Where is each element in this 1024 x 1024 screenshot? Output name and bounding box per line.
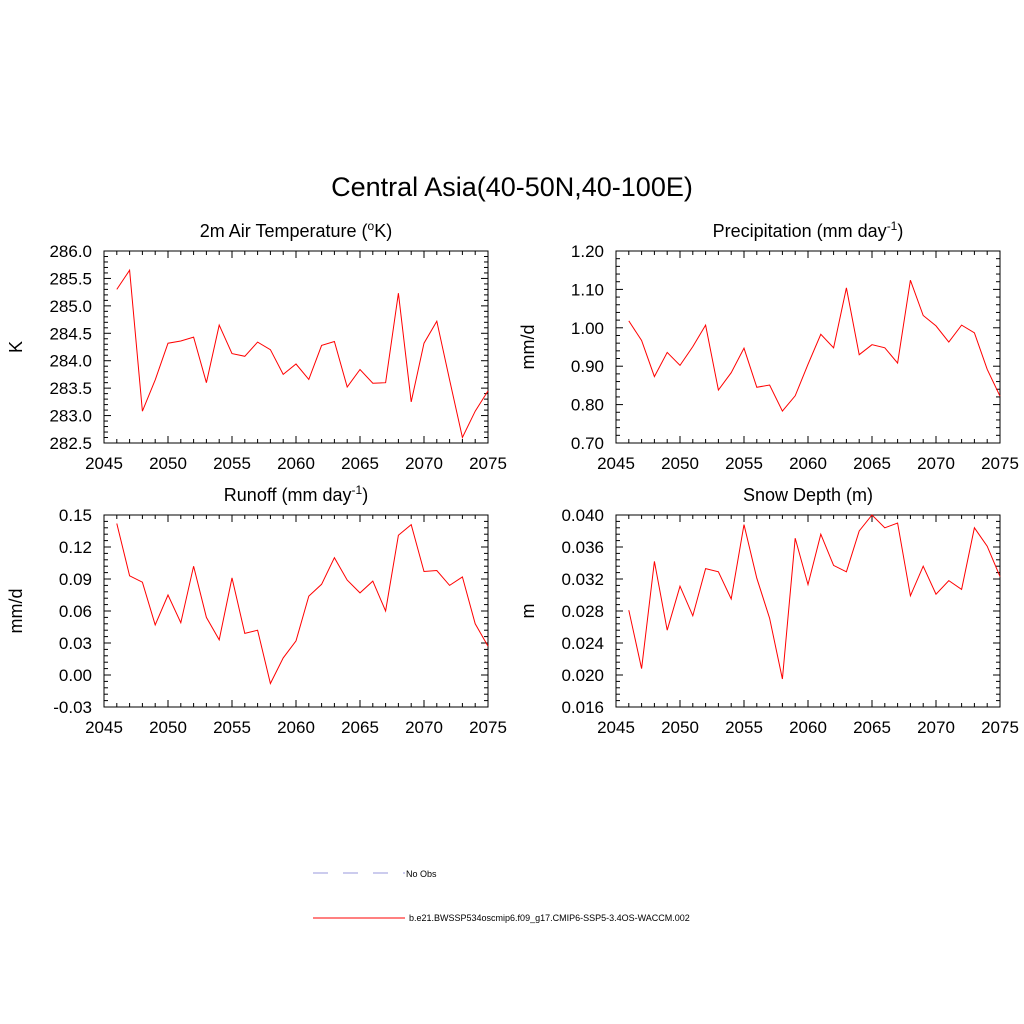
plot-frame — [615, 514, 1001, 708]
series-line — [628, 280, 1001, 413]
y-tick-label: 1.20 — [571, 242, 604, 261]
y-tick-label: 0.024 — [561, 634, 604, 653]
x-tick-label: 2055 — [213, 718, 251, 737]
y-axis-label: m — [518, 604, 538, 619]
y-tick-label: 0.040 — [561, 506, 604, 525]
panel-4: Snow Depth (m) m 2045 2050 2055 2060 2065 2070 2… — [518, 485, 1019, 737]
x-tick-label: 2050 — [661, 454, 699, 473]
series-line — [628, 514, 1001, 680]
y-tick-label: 1.00 — [571, 319, 604, 338]
y-tick-label: 0.03 — [59, 634, 92, 653]
y-tick-label: 0.12 — [59, 538, 92, 557]
panel-title-main: Precipitation (mm day — [713, 221, 887, 241]
x-tick-label: 2055 — [725, 718, 763, 737]
y-tick-label: 0.00 — [59, 666, 92, 685]
x-tick-label: 2060 — [789, 718, 827, 737]
x-tick-label: 2070 — [917, 454, 955, 473]
x-tick-label: 2060 — [277, 454, 315, 473]
y-tick-label: 0.016 — [561, 698, 604, 717]
y-tick-label: 283.5 — [49, 379, 92, 398]
panel-2: Precipitation (mm day-1) mm/d 2045 2050 2055… — [518, 219, 1019, 473]
x-tick-label: 2065 — [853, 718, 891, 737]
x-tick-label: 2055 — [725, 454, 763, 473]
x-tick-label: 2060 — [789, 454, 827, 473]
y-tick-label: 283.0 — [49, 407, 92, 426]
x-tick-label: 2075 — [469, 454, 507, 473]
y-axis-label: K — [6, 341, 26, 353]
y-tick-label: 284.0 — [49, 352, 92, 371]
x-tick-label: 2055 — [213, 454, 251, 473]
panel-title-sup: o — [368, 219, 375, 233]
panel-title: Precipitation (mm day-1) — [713, 219, 904, 241]
y-tick-label: 0.028 — [561, 602, 604, 621]
y-tick-label: 282.5 — [49, 434, 92, 453]
panel-title-main: Snow Depth (m) — [743, 485, 873, 505]
y-tick-label: 285.0 — [49, 297, 92, 316]
legend-model-label: b.e21.BWSSP534oscmip6.f09_g17.CMIP6-SSP5… — [409, 913, 690, 923]
panel-1: 2m Air Temperature (oK) K 2045 2050 2055 2060… — [6, 219, 507, 473]
panel-title-sup: -1 — [887, 219, 898, 233]
series-line — [116, 268, 489, 440]
panel-title-main: 2m Air Temperature ( — [200, 221, 368, 241]
y-tick-label: 0.09 — [59, 570, 92, 589]
x-tick-label: 2075 — [981, 718, 1019, 737]
y-tick-label: 0.80 — [571, 396, 604, 415]
y-tick-label: 0.15 — [59, 506, 92, 525]
x-tick-label: 2050 — [661, 718, 699, 737]
x-tick-label: 2075 — [981, 454, 1019, 473]
x-tick-label: 2070 — [405, 718, 443, 737]
panel-title: Runoff (mm day-1) — [224, 483, 368, 505]
figure-title: Central Asia(40-50N,40-100E) — [331, 172, 693, 202]
y-tick-label: -0.03 — [53, 698, 92, 717]
x-tick-label: 2065 — [341, 454, 379, 473]
x-tick-label: 2045 — [597, 718, 635, 737]
y-tick-label: 286.0 — [49, 242, 92, 261]
x-tick-label: 2065 — [341, 718, 379, 737]
panel-title-after: ) — [362, 485, 368, 505]
y-tick-label: 0.06 — [59, 602, 92, 621]
x-tick-label: 2065 — [853, 454, 891, 473]
x-tick-label: 2045 — [85, 454, 123, 473]
panel-title-after: ) — [897, 221, 903, 241]
panel-title: Snow Depth (m) — [743, 485, 873, 505]
y-axis-label: mm/d — [6, 589, 26, 634]
plot-frame — [103, 250, 489, 444]
panel-3: Runoff (mm day-1) mm/d 2045 2050 2055 2060 206… — [6, 483, 507, 737]
y-tick-label: 285.5 — [49, 269, 92, 288]
y-tick-label: 0.020 — [561, 666, 604, 685]
panel-title: 2m Air Temperature (oK) — [200, 219, 392, 241]
legend-no-obs-label: No Obs — [406, 869, 437, 879]
y-tick-label: 284.5 — [49, 324, 92, 343]
x-tick-label: 2045 — [597, 454, 635, 473]
x-tick-label: 2075 — [469, 718, 507, 737]
panel-title-main: Runoff (mm day — [224, 485, 352, 505]
x-tick-label: 2050 — [149, 718, 187, 737]
legend: No Obs b.e21.BWSSP534oscmip6.f09_g17.CMI… — [313, 869, 690, 923]
x-tick-label: 2060 — [277, 718, 315, 737]
x-tick-label: 2070 — [917, 718, 955, 737]
x-tick-label: 2050 — [149, 454, 187, 473]
panel-title-after: K) — [374, 221, 392, 241]
y-tick-label: 0.032 — [561, 570, 604, 589]
x-tick-label: 2070 — [405, 454, 443, 473]
plot-frame — [615, 250, 1001, 444]
y-tick-label: 1.10 — [571, 280, 604, 299]
series-line — [116, 523, 489, 685]
panel-title-sup: -1 — [352, 483, 363, 497]
y-tick-label: 0.036 — [561, 538, 604, 557]
y-tick-label: 0.70 — [571, 434, 604, 453]
y-tick-label: 0.90 — [571, 357, 604, 376]
x-tick-label: 2045 — [85, 718, 123, 737]
y-axis-label: mm/d — [518, 325, 538, 370]
